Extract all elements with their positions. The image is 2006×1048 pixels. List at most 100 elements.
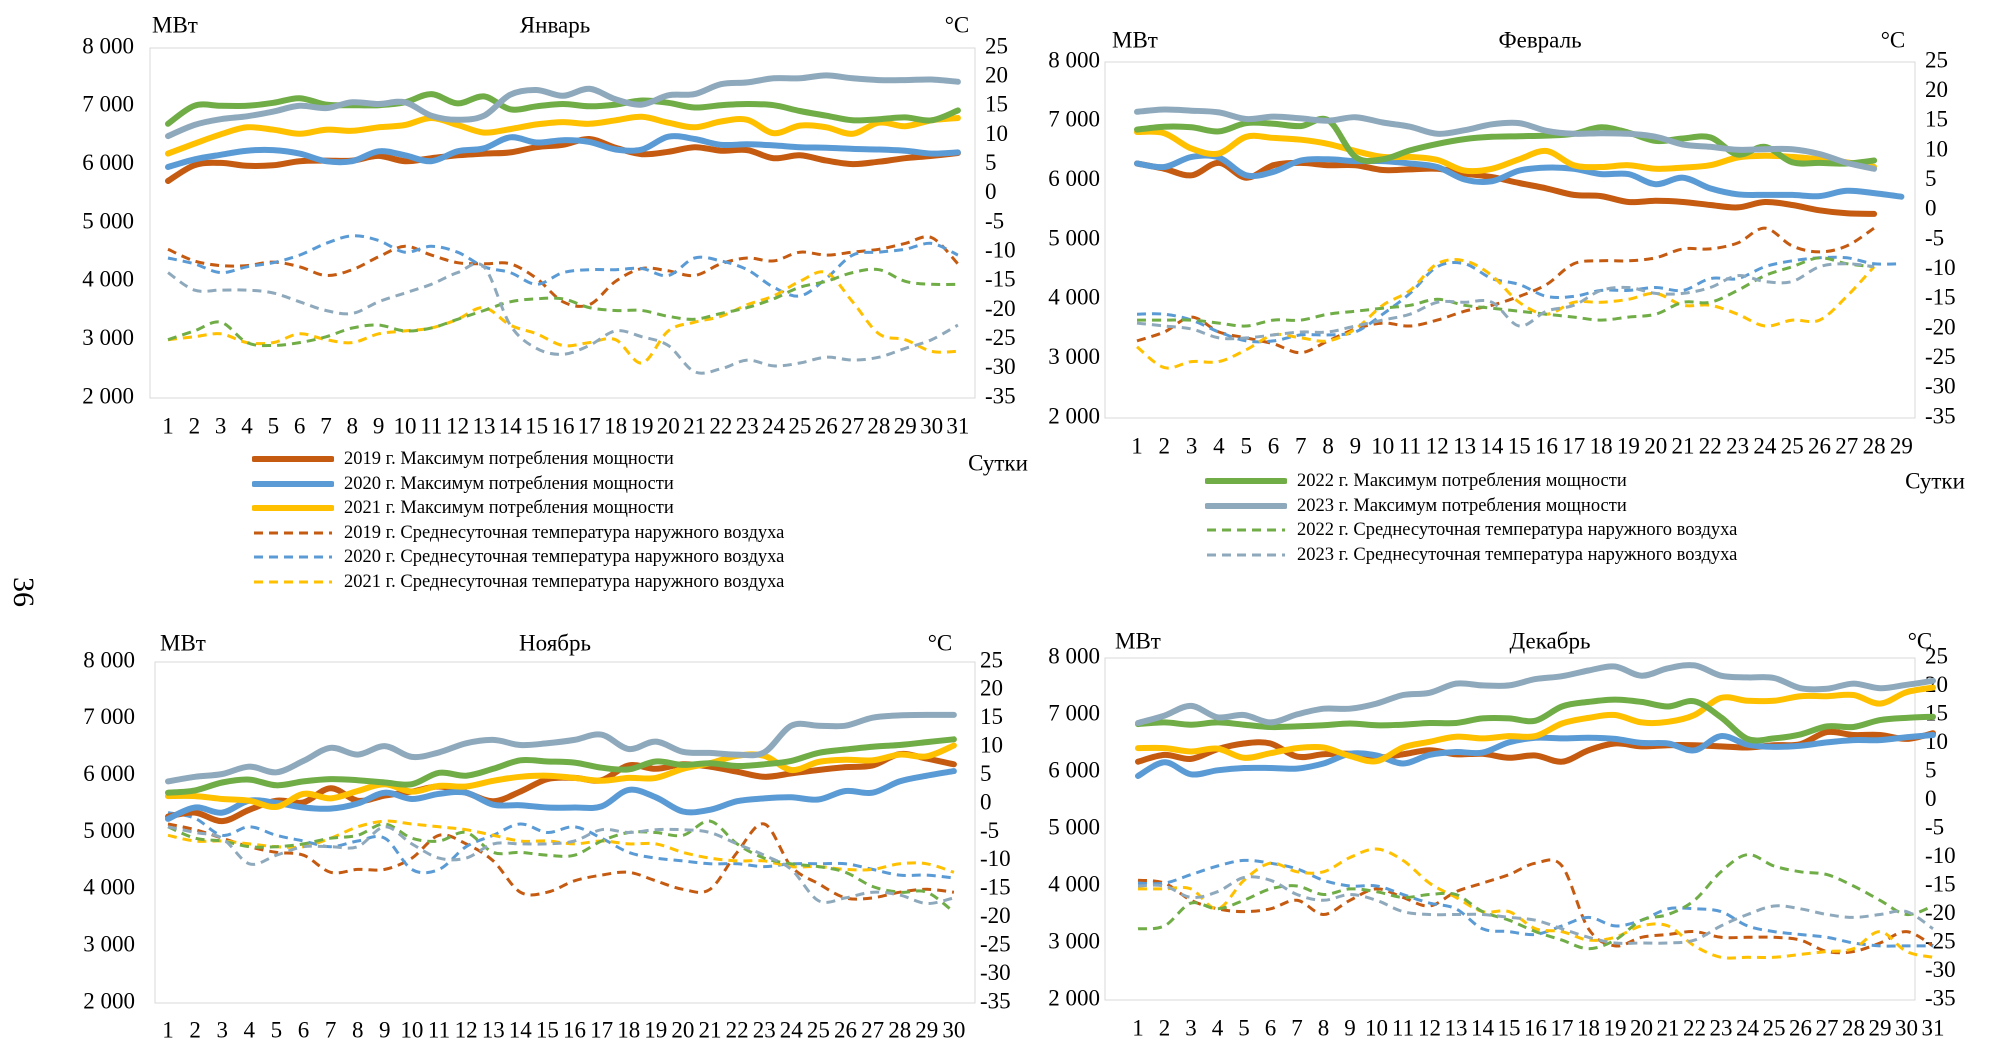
x-tick: 24 bbox=[1736, 1015, 1760, 1040]
y-tick-left: 7 000 bbox=[83, 704, 135, 729]
temp-series-2020 bbox=[167, 234, 959, 298]
chart-1: Январь МВт °C 2 000 3 000 4 000 5 000 6 000 7 00… bbox=[82, 12, 1028, 475]
x-tick: 4 bbox=[1213, 433, 1225, 458]
x-tick: 31 bbox=[1922, 1015, 1945, 1040]
x-tick: 6 bbox=[298, 1017, 310, 1042]
x-tick: 30 bbox=[942, 1017, 965, 1042]
y-tick-left: 6 000 bbox=[82, 150, 134, 175]
y-tick-right: -15 bbox=[1925, 285, 1956, 310]
x-tick: 25 bbox=[1781, 433, 1804, 458]
x-tick: 12 bbox=[455, 1017, 478, 1042]
temp-series-2023 bbox=[1136, 262, 1875, 341]
chart-4: Декабрь МВт °C 2 000 3 000 4 000 5 000 6 000 7 0… bbox=[1048, 628, 1956, 1040]
temp-series-2020 bbox=[167, 811, 955, 880]
y-tick-left: 7 000 bbox=[1048, 700, 1100, 725]
x-tick: 24 bbox=[762, 413, 786, 438]
legend-swatch bbox=[252, 452, 334, 466]
plot-area bbox=[1104, 657, 1916, 1001]
x-tick: 15 bbox=[525, 413, 548, 438]
y-tick-right: 0 bbox=[985, 179, 997, 204]
temp-series-2019 bbox=[1136, 226, 1875, 355]
x-tick: 23 bbox=[1726, 433, 1749, 458]
legend-left: 2019 г. Максимум потребления мощности 202… bbox=[252, 447, 784, 594]
y-tick-right: -10 bbox=[1925, 255, 1956, 280]
x-tick: 7 bbox=[1291, 1015, 1303, 1040]
x-tick: 8 bbox=[352, 1017, 364, 1042]
temp-series-2023 bbox=[1137, 875, 1934, 945]
legend-label: 2020 г. Среднесуточная температура наруж… bbox=[344, 547, 785, 567]
x-tick: 14 bbox=[499, 413, 523, 438]
y-tick-left: 8 000 bbox=[1048, 47, 1100, 72]
y-tick-right: 10 bbox=[1925, 136, 1948, 161]
x-tick: 7 bbox=[325, 1017, 337, 1042]
x-tick: 9 bbox=[379, 1017, 391, 1042]
x-tick: 19 bbox=[1604, 1015, 1627, 1040]
power-series-2023 bbox=[1134, 106, 1878, 172]
x-tick: 8 bbox=[1322, 433, 1334, 458]
legend-label: 2019 г. Среднесуточная температура наруж… bbox=[344, 522, 785, 543]
temp-series-2023 bbox=[167, 825, 955, 906]
legend-swatch bbox=[252, 501, 334, 515]
y-tick-right: 20 bbox=[980, 676, 1003, 701]
legend-swatch bbox=[252, 550, 334, 564]
temp-series-2019 bbox=[167, 822, 955, 901]
power-series-2022 bbox=[1135, 696, 1936, 744]
y-tick-left: 4 000 bbox=[1048, 285, 1100, 310]
y-tick-right: -25 bbox=[1925, 928, 1956, 953]
legend-entry-2020-power: 2020 г. Максимум потребления мощности bbox=[252, 472, 784, 497]
temp-series-2021 bbox=[167, 270, 958, 365]
temp-series-2022 bbox=[1137, 853, 1934, 951]
x-tick: 3 bbox=[1186, 433, 1198, 458]
power-series-2022 bbox=[165, 736, 957, 796]
x-tick: 6 bbox=[1265, 1015, 1277, 1040]
y-tick-right: 15 bbox=[1925, 700, 1948, 725]
power-series-2023 bbox=[1135, 662, 1936, 726]
x-tick: 26 bbox=[1789, 1015, 1812, 1040]
x-tick: 13 bbox=[472, 413, 495, 438]
legend-swatch bbox=[252, 526, 334, 540]
power-series-2023 bbox=[165, 711, 957, 785]
y-tick-right: -25 bbox=[1925, 344, 1956, 369]
x-tick: 25 bbox=[807, 1017, 830, 1042]
y-tick-right: 10 bbox=[985, 121, 1008, 146]
x-tick: 9 bbox=[1350, 433, 1362, 458]
y-axis-left-label: МВт bbox=[160, 630, 206, 655]
y-tick-right: -10 bbox=[1925, 843, 1956, 868]
y-tick-right: -30 bbox=[980, 960, 1011, 985]
plot-area bbox=[154, 661, 976, 1004]
y-tick-right: 25 bbox=[1925, 643, 1948, 668]
x-tick: 11 bbox=[1392, 1015, 1414, 1040]
legend-entry-2022-temp: 2022 г. Среднесуточная температура наруж… bbox=[1205, 518, 1737, 543]
chart-title: Февраль bbox=[1498, 27, 1581, 52]
x-tick: 20 bbox=[1630, 1015, 1653, 1040]
legend-label: 2021 г. Максимум потребления мощности bbox=[344, 498, 674, 518]
y-axis-right-label: °C bbox=[1908, 628, 1933, 653]
y-tick-right: 5 bbox=[980, 761, 992, 786]
x-axis-label: Сутки bbox=[1905, 468, 1965, 493]
x-tick: 30 bbox=[1895, 1015, 1918, 1040]
temp-series-2022 bbox=[167, 819, 955, 914]
y-tick-right: -20 bbox=[1925, 900, 1956, 925]
y-tick-right: -30 bbox=[1925, 957, 1956, 982]
temp-series-2021 bbox=[1136, 258, 1876, 370]
y-tick-left: 2 000 bbox=[82, 383, 134, 408]
x-tick: 22 bbox=[1699, 433, 1722, 458]
temp-series-2021 bbox=[1138, 847, 1934, 960]
temp-series-2022 bbox=[1137, 256, 1875, 328]
x-tick: 10 bbox=[400, 1017, 423, 1042]
legend-entry-2023-temp: 2023 г. Среднесуточная температура наруж… bbox=[1205, 543, 1737, 568]
x-tick: 24 bbox=[780, 1017, 804, 1042]
plot-area bbox=[1104, 61, 1916, 419]
x-tick: 28 bbox=[888, 1017, 911, 1042]
legend-label: 2019 г. Максимум потребления мощности bbox=[344, 449, 674, 469]
power-series-2020 bbox=[165, 768, 957, 822]
x-tick: 8 bbox=[1318, 1015, 1330, 1040]
power-series-2020 bbox=[1134, 152, 1905, 200]
x-tick: 27 bbox=[1835, 433, 1858, 458]
power-series-2020 bbox=[165, 133, 961, 170]
y-tick-right: 0 bbox=[1925, 196, 1937, 221]
x-tick: 23 bbox=[1710, 1015, 1733, 1040]
y-tick-left: 4 000 bbox=[83, 875, 135, 900]
y-tick-left: 6 000 bbox=[1048, 757, 1100, 782]
power-series-2021 bbox=[165, 742, 957, 811]
